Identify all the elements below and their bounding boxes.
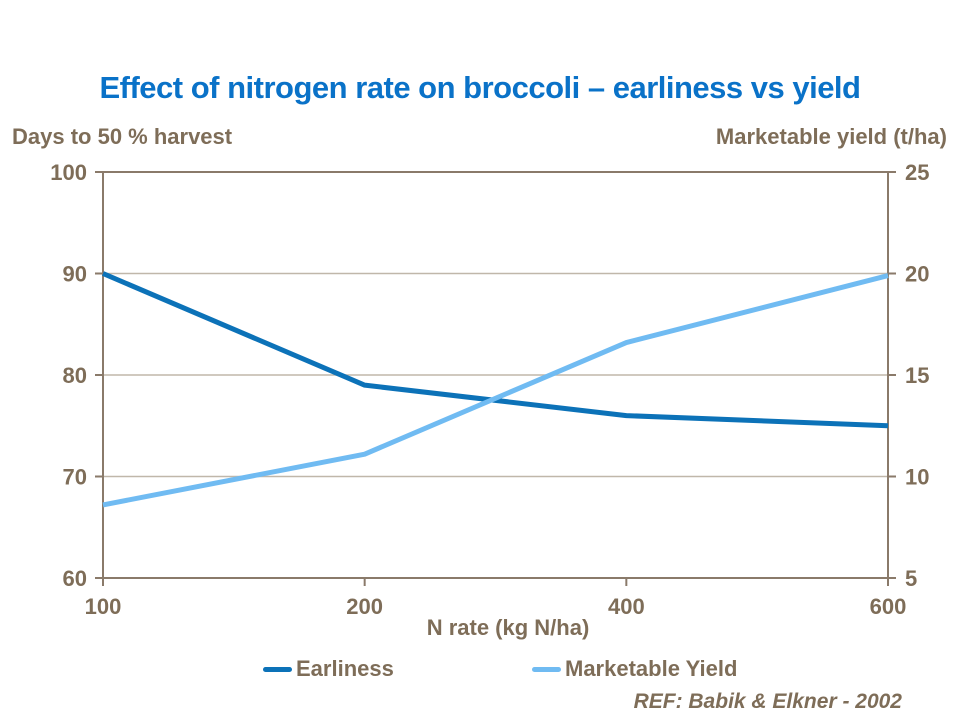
left-axis-tick-label: 80 — [63, 363, 87, 388]
left-axis-tick-label: 90 — [63, 262, 87, 287]
yield-line-swatch — [532, 666, 561, 672]
right-axis-header: Marketable yield (t/ha) — [715, 124, 947, 149]
legend-item-earliness: Earliness — [263, 656, 394, 682]
left-axis-header: Days to 50 % harvest — [12, 124, 233, 149]
left-axis-tick-label: 70 — [63, 465, 87, 490]
right-axis-tick-label: 25 — [905, 160, 929, 185]
legend-label-marketable-yield: Marketable Yield — [565, 656, 738, 681]
x-axis-tick-label: 100 — [85, 594, 122, 619]
legend-label-earliness: Earliness — [296, 656, 394, 681]
left-axis-tick-label: 100 — [50, 160, 87, 185]
earliness-line — [102, 271, 889, 429]
marketable-yield-line — [102, 273, 889, 508]
x-axis-tick-label: 600 — [870, 594, 907, 619]
right-axis-tick-label: 5 — [905, 566, 917, 591]
x-axis-title: N rate (kg N/ha) — [426, 615, 590, 640]
x-axis-tick-label: 200 — [346, 594, 383, 619]
chart-title: Effect of nitrogen rate on broccoli – ea… — [99, 70, 861, 105]
x-axis-tick-label: 400 — [608, 594, 645, 619]
left-axis-tick-label: 60 — [63, 566, 87, 591]
right-axis-tick-label: 20 — [905, 262, 929, 287]
reference-note: REF: Babik & Elkner - 2002 — [633, 690, 902, 713]
right-axis-tick-label: 10 — [905, 465, 929, 490]
earliness-line-swatch — [263, 666, 292, 672]
legend-item-marketable-yield: Marketable Yield — [532, 656, 737, 682]
right-axis-tick-label: 15 — [905, 363, 929, 388]
legend: Earliness Marketable Yield — [0, 656, 960, 686]
